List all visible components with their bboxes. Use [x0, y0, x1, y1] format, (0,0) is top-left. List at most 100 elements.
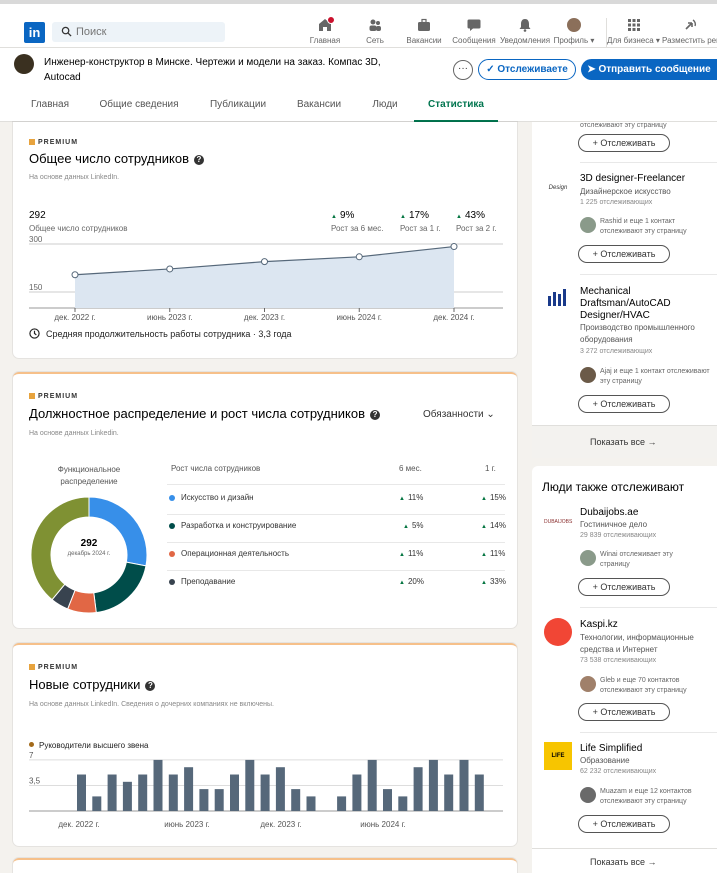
- bar: [306, 796, 316, 811]
- y-tick-label: 7: [29, 751, 34, 760]
- show-all-link[interactable]: Показать все →: [590, 437, 657, 447]
- nav-profile[interactable]: Профиль ▾: [552, 18, 596, 48]
- tab-home[interactable]: Главная: [30, 99, 70, 110]
- nav-business[interactable]: Для бизнеса ▾: [606, 18, 660, 48]
- function-dropdown[interactable]: Обязанности ⌄: [423, 409, 495, 420]
- avatar: [580, 787, 596, 803]
- divider: [580, 607, 717, 608]
- company-industry: Гостиничное дело: [580, 520, 648, 529]
- company-logo: [14, 54, 34, 74]
- company-name-link[interactable]: Kaspi.kz: [580, 619, 618, 630]
- premium-label: PREMIUM: [38, 139, 79, 146]
- nav-notifications-label: Уведомления: [500, 36, 551, 45]
- bar: [337, 796, 347, 811]
- growth-2y: ▲ 43% Рост за 2 г.: [456, 210, 497, 233]
- following-button[interactable]: ✓ Отслеживаете: [478, 59, 576, 80]
- linkedin-logo[interactable]: in: [24, 22, 45, 43]
- legend-label: Руководители высшего звена: [39, 741, 149, 750]
- tab-insights[interactable]: Статистика: [414, 92, 498, 122]
- up-arrow-icon: ▲: [399, 496, 405, 502]
- follow-button[interactable]: + Отслеживать: [578, 703, 670, 721]
- function-row[interactable]: Операционная деятельность ▲ 11% ▲ 11%: [167, 542, 505, 570]
- company-name-link[interactable]: Mechanical Draftsman/AutoCAD Designer/HV…: [580, 286, 671, 321]
- divider: [580, 732, 717, 733]
- follow-button[interactable]: + Отслеживать: [578, 245, 670, 263]
- legend-dot: [169, 551, 175, 557]
- send-message-label: Отправить сообщение: [598, 64, 711, 75]
- nav-advertise-label: Разместить рекл: [662, 36, 717, 45]
- follow-button[interactable]: + Отслеживать: [578, 578, 670, 596]
- company-name-link[interactable]: Life Simplified: [580, 743, 643, 754]
- source-note: На основе данных LinkedIn.: [29, 174, 120, 181]
- divider: [167, 514, 505, 515]
- x-tick-label: дек. 2022 г.: [54, 313, 95, 322]
- nav-network[interactable]: Сеть: [358, 18, 392, 48]
- bar: [275, 767, 285, 811]
- function-row[interactable]: Разработка и конструирование ▲ 5% ▲ 14%: [167, 514, 506, 542]
- search-box[interactable]: [52, 22, 225, 42]
- legend-dot: [29, 742, 34, 747]
- company-header: Инженер-конструктор в Минске. Чертежи и …: [0, 48, 717, 122]
- connection-note: Muazam и еще 12 контактов отслеживают эт…: [600, 788, 692, 805]
- help-icon[interactable]: ?: [193, 155, 204, 165]
- follower-count: 73 538 отслеживающих: [580, 657, 657, 664]
- tab-people[interactable]: Люди: [372, 99, 398, 110]
- help-icon[interactable]: ?: [145, 681, 156, 691]
- bar: [398, 796, 408, 811]
- card-title-text: Общее число сотрудников: [29, 151, 189, 166]
- nav-messaging[interactable]: Сообщения: [452, 18, 496, 48]
- up-arrow-icon: ▲: [481, 580, 487, 586]
- total-employees: 292 Общее число сотрудников: [29, 210, 127, 233]
- divider: [167, 484, 505, 485]
- help-icon[interactable]: ?: [370, 410, 381, 420]
- follow-button[interactable]: + Отслеживать: [578, 815, 670, 833]
- total-label: Общее число сотрудников: [29, 224, 128, 233]
- nav-notifications[interactable]: Уведомления: [500, 18, 550, 48]
- growth-6m-value: 11%: [407, 493, 424, 502]
- bar: [230, 774, 239, 811]
- growth-6m-value: 20%: [407, 577, 424, 586]
- employees-area-chart: 150 300 дек. 2022 г. июнь 2023 г. дек. 2023 …: [29, 235, 503, 322]
- company-name-link[interactable]: 3D designer-Freelancer: [580, 173, 686, 184]
- growth-6m: ▲ 9% Рост за 6 мес.: [331, 210, 384, 233]
- x-tick-label: июнь 2023 г.: [147, 313, 192, 322]
- company-tabs: Главная Общие сведения Публикации Ваканс…: [0, 92, 717, 122]
- total-value: 292: [29, 210, 46, 221]
- company-name-link[interactable]: Dubaijobs.ae: [580, 507, 639, 518]
- bar: [291, 789, 301, 811]
- grid-icon: [627, 18, 641, 32]
- x-tick-label: дек. 2023 г.: [260, 820, 301, 829]
- send-message-button[interactable]: ➤ Отправить сообщение: [581, 59, 717, 80]
- nav-home[interactable]: Главная: [308, 16, 342, 48]
- company-industry: Дизайнерское искусство: [580, 187, 671, 196]
- nav-jobs[interactable]: Вакансии: [404, 18, 444, 48]
- follower-count: 3 272 отслеживающих: [580, 348, 653, 355]
- function-row[interactable]: Искусство и дизайн ▲ 11% ▲ 15%: [167, 486, 506, 514]
- bar: [428, 759, 438, 811]
- growth-1y: ▲ 17% Рост за 1 г.: [400, 210, 441, 233]
- company-industry: Производство промышленного оборудования: [580, 323, 695, 344]
- x-tick-label: июнь 2023 г.: [164, 820, 209, 829]
- y-tick-label: 3,5: [29, 776, 41, 785]
- tab-about[interactable]: Общие сведения: [99, 99, 179, 110]
- bar: [184, 767, 194, 811]
- function-name: Операционная деятельность: [181, 549, 289, 558]
- more-button[interactable]: ···: [453, 60, 473, 80]
- follow-button[interactable]: + Отслеживать: [578, 395, 670, 413]
- tab-jobs[interactable]: Вакансии: [296, 99, 342, 110]
- growth-6m-value: 5%: [411, 521, 424, 530]
- chevron-down-icon: ⌄: [486, 409, 495, 420]
- show-all-link[interactable]: Показать все →: [590, 857, 657, 867]
- company-industry: Образование: [580, 756, 630, 765]
- notification-dot: [327, 16, 335, 24]
- bar: [122, 781, 132, 811]
- card-title: Общее число сотрудников?: [29, 151, 204, 166]
- avg-tenure-text: Средняя продолжительность работы сотрудн…: [46, 329, 292, 339]
- tab-posts[interactable]: Публикации: [209, 99, 267, 110]
- follow-button[interactable]: + Отслеживать: [578, 134, 670, 152]
- function-row[interactable]: Преподавание ▲ 20% ▲ 33%: [167, 570, 506, 598]
- nav-advertise[interactable]: Разместить рекл: [662, 18, 717, 48]
- search-input[interactable]: [76, 22, 216, 42]
- growth-1y-value: 14%: [489, 521, 506, 530]
- legend-dot: [169, 579, 175, 585]
